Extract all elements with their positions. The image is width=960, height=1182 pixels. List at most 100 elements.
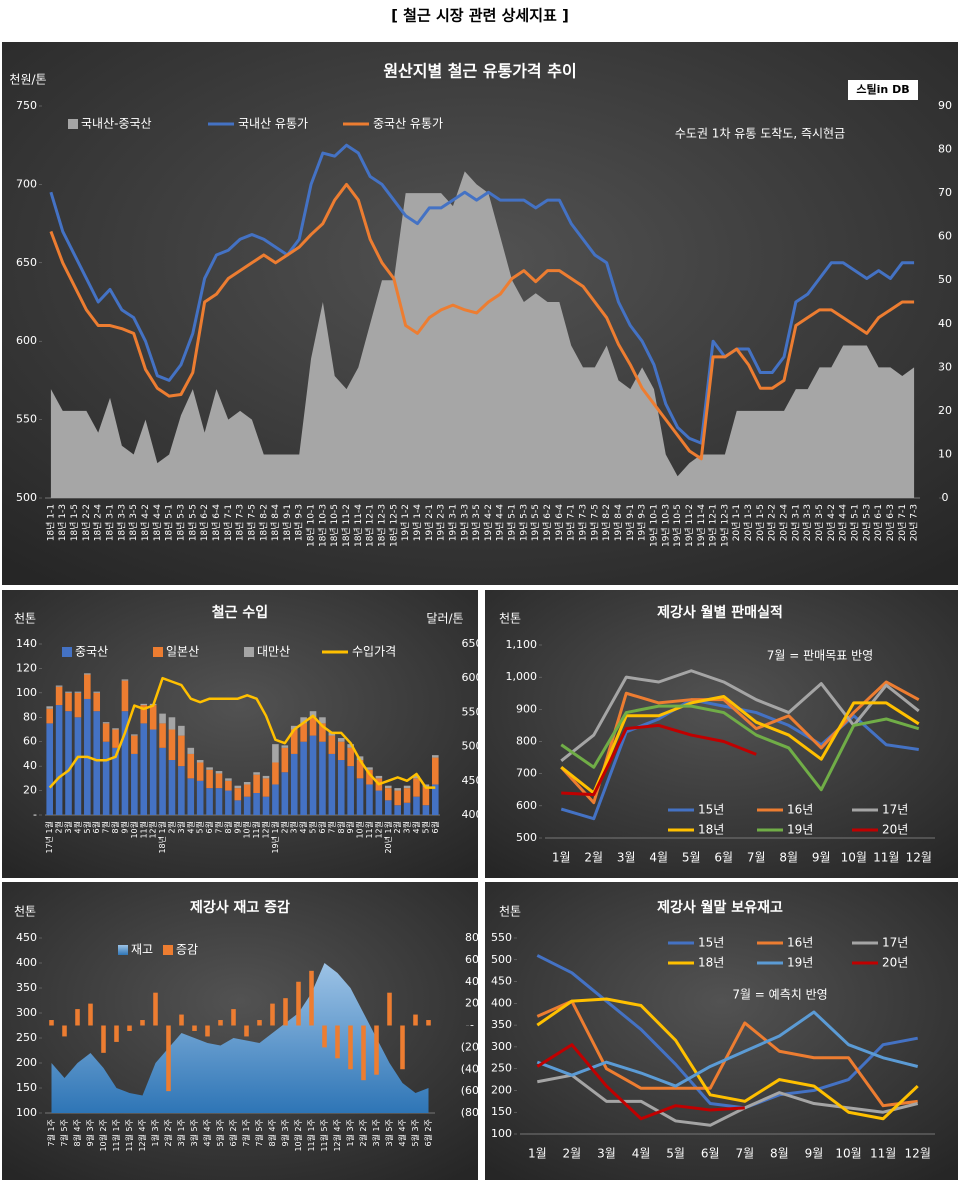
x-tick-label: 18년 7-1 [223,504,234,541]
tick-label: 650 [16,256,37,269]
chart-title: 제강사 재고 증감 [190,899,290,916]
tick-label: 100 [16,1106,37,1119]
x-tick-label: 20년 3-1 [790,504,801,541]
tick-label: 80 [465,931,479,944]
x-tick-label: 20년 1-3 [743,504,754,541]
x-tick-label: 8월 [223,821,233,833]
x-tick-label: 19년 7-5 [589,504,600,541]
x-tick-label: 18년 4-4 [152,504,163,542]
bar [281,747,289,773]
bar [101,1025,106,1053]
x-tick-label: 18년 12-3 [376,504,387,547]
tick-label: 100 [16,686,37,699]
x-tick-label: 19년 4-4 [495,504,506,542]
x-tick-label: 12월 [905,1147,931,1161]
bar [375,790,383,815]
tick-label: 600 [462,671,483,684]
bar [347,766,354,815]
bar [262,796,270,815]
x-tick-label: 11월 [873,851,899,865]
bar [112,728,119,730]
bar [244,1025,249,1037]
bar [46,723,53,815]
bar [270,1003,275,1026]
bar [394,788,401,791]
bar [283,998,288,1026]
x-tick-label: 17년 1월 [44,821,54,854]
tick-label: 600 [516,799,537,812]
bar [131,753,138,815]
chart-title: 제강사 월말 보유재고 [657,899,783,916]
x-tick-label: 10월 [841,851,867,865]
x-tick-label: 11월 5주 [124,1119,134,1152]
bar [84,674,91,699]
tick-label: 300 [491,1040,512,1053]
x-tick-label: 11월 [251,821,261,839]
bar [374,1025,379,1075]
tick-label: 80 [23,710,37,723]
line [536,1010,919,1088]
bar [432,755,439,758]
bar [140,703,148,706]
x-tick-label: 1월 3주 [345,1119,355,1146]
tick-label: 60 [465,953,479,966]
tick-label: 550 [16,413,37,426]
line [560,704,920,792]
y2-axis-label: 달러/톤 [426,612,463,626]
bar [121,711,129,815]
legend-marker [153,647,163,657]
x-tick-label: 19년 5-3 [518,504,529,541]
x-tick-label: 7월 [213,821,223,833]
annotation: 7월 = 예측치 반영 [732,988,827,1002]
x-tick-label: 19년 8-4 [613,504,624,542]
x-tick-label: 20년 5-1 [849,504,860,541]
x-tick-label: 20년 4-2 [826,504,837,541]
bar [215,771,223,774]
x-tick-label: 19년 1-4 [412,504,423,542]
x-tick-label: 11월 5주 [319,1119,329,1152]
bar [403,802,411,815]
bar [422,786,430,806]
x-tick-label: 2월 2주 [163,1119,173,1146]
bar [361,1025,366,1081]
tick-label: 40 [23,759,37,772]
bar [356,778,364,815]
bar [112,729,119,748]
line [561,723,757,797]
x-tick-label: 2월 2주 [358,1119,368,1146]
x-tick-label: 18년 11-2 [341,504,352,547]
bar [215,788,223,815]
bar [234,785,242,789]
bar [112,747,119,815]
bar [84,673,91,675]
tick-label: 550 [491,931,512,944]
x-tick-label: 19년 7-1 [566,504,577,541]
chart-title: 원산지별 철근 유통가격 추이 [383,62,576,81]
bar [384,785,392,789]
bar [366,769,373,785]
bar [337,741,345,761]
x-tick-label: 8월 [110,821,120,833]
annotation: 7월 = 판매목표 반영 [767,649,873,663]
x-tick-label: 9월 [232,821,242,833]
bar [187,747,195,754]
x-tick-label: 18년 1-5 [69,504,80,541]
bar [422,805,430,815]
bar [366,767,373,770]
bar [281,745,289,748]
x-tick-label: 18년 7-3 [235,504,246,541]
bar [93,692,101,712]
bar [225,780,232,791]
line [536,954,918,1110]
bar [400,1025,405,1070]
x-tick-label: 4월 [649,851,668,865]
panel-background [485,590,958,878]
x-tick-label: 18년 3-3 [116,504,127,541]
x-tick-label: 18년 12-5 [388,504,399,547]
bar [196,762,204,781]
x-tick-label: 11월 [138,821,148,839]
chart-panel: 철근 수입 천톤 달러/톤 - 20 40 60 80 100 120 140 400 450 500 55… [2,590,483,878]
x-tick-label: 2월 [563,1147,582,1161]
area [51,963,429,1113]
